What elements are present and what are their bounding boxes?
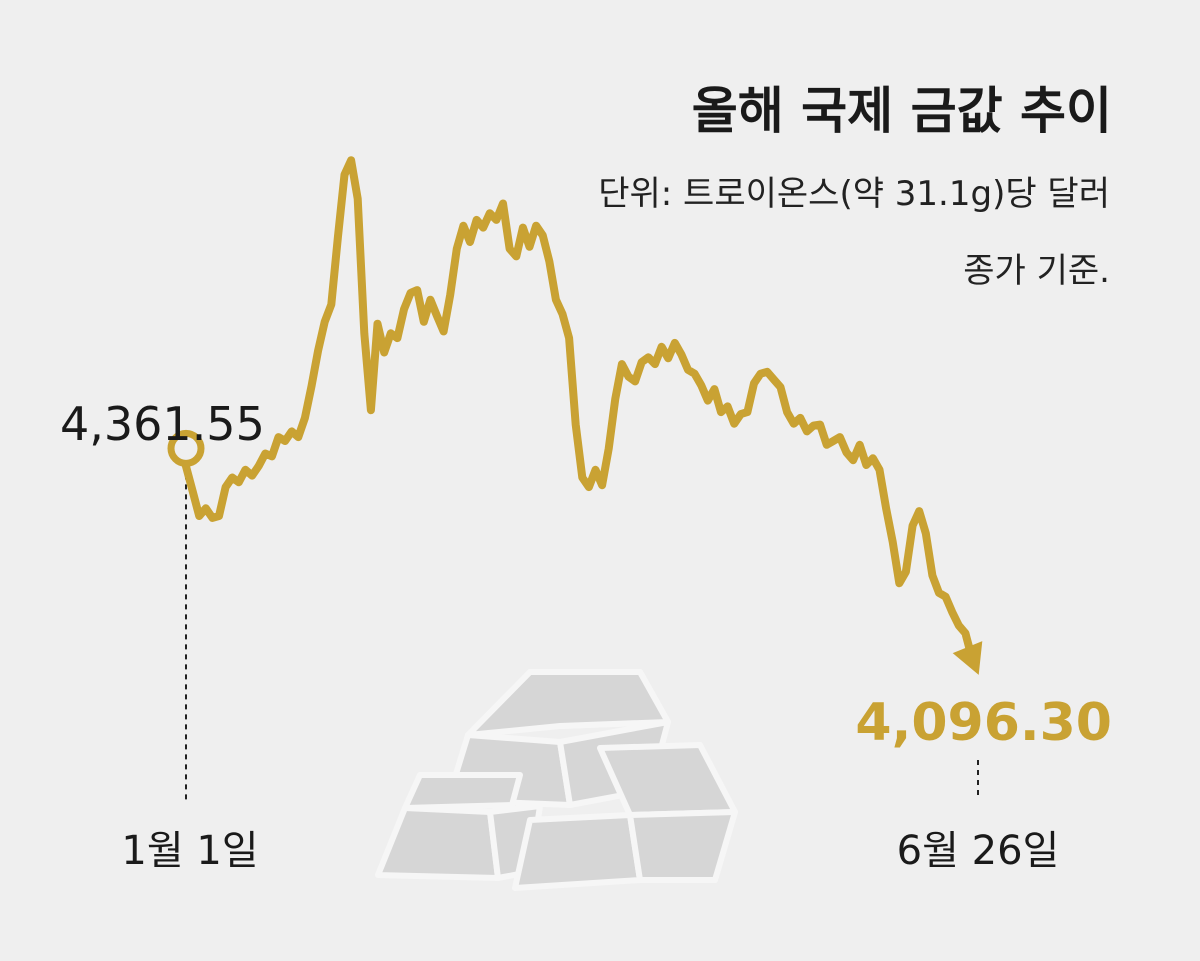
- gold-bars-icon: [375, 669, 738, 891]
- end-value-label: 4,096.30: [855, 693, 1112, 753]
- chart-subtitle-line1: 단위: 트로이온스(약 31.1g)당 달러: [598, 174, 1110, 214]
- series-line: [182, 156, 976, 663]
- chart-title: 올해 국제 금값 추이: [692, 82, 1112, 140]
- down-arrow-icon: [952, 641, 983, 675]
- chart-subtitle-line2: 종가 기준.: [963, 251, 1110, 291]
- start-circle-icon: [167, 429, 205, 467]
- end-date-label: 6월 26일: [897, 828, 1060, 874]
- start-date-label: 1월 1일: [121, 828, 258, 874]
- start-value-label: 4,361.55: [60, 397, 265, 451]
